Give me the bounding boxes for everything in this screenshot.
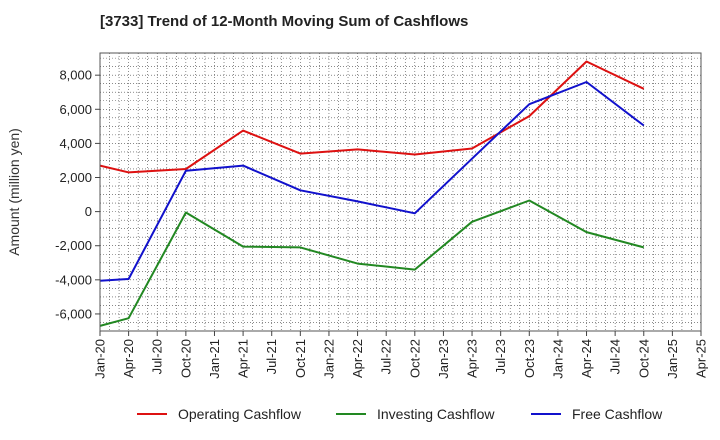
y-tick-label: 4,000 xyxy=(59,136,92,151)
y-axis-ticks: -6,000 -4,000 -2,000 0 2,000 4,000 6,000 8,000 xyxy=(55,68,100,321)
y-axis-label: Amount (million yen) xyxy=(6,128,22,256)
y-tick-label: 6,000 xyxy=(59,102,92,117)
x-tick-label: Apr-21 xyxy=(236,339,251,378)
x-tick-label: Apr-20 xyxy=(121,339,136,378)
y-tick-label: -6,000 xyxy=(55,306,92,321)
x-tick-label: Apr-22 xyxy=(350,339,365,378)
x-tick-label: Oct-24 xyxy=(636,339,651,378)
x-tick-label: Jan-23 xyxy=(436,339,451,379)
y-tick-label: 2,000 xyxy=(59,170,92,185)
x-tick-label: Jan-21 xyxy=(207,339,222,379)
y-tick-label: -4,000 xyxy=(55,272,92,287)
x-tick-label: Oct-22 xyxy=(407,339,422,378)
investing-cashflow-line xyxy=(99,199,645,327)
operating-cashflow-line xyxy=(99,60,645,174)
legend-label-operating-cashflow: Operating Cashflow xyxy=(178,406,302,422)
x-tick-label: Oct-21 xyxy=(293,339,308,378)
x-tick-label: Jan-22 xyxy=(321,339,336,379)
x-tick-label: Apr-23 xyxy=(465,339,480,378)
y-tick-label: -2,000 xyxy=(55,238,92,253)
y-tick-label: 0 xyxy=(85,204,92,219)
grid xyxy=(99,53,702,332)
x-tick-label: Jul-21 xyxy=(264,339,279,374)
x-tick-label: Jan-20 xyxy=(93,339,108,379)
x-tick-label: Jul-22 xyxy=(379,339,394,374)
x-tick-label: Jan-24 xyxy=(550,339,565,379)
free-cashflow-line xyxy=(99,81,645,282)
legend-label-investing-cashflow: Investing Cashflow xyxy=(377,406,495,422)
series-lines xyxy=(99,60,645,327)
legend: Operating Cashflow Investing Cashflow Free… xyxy=(137,406,663,422)
x-tick-label: Jul-23 xyxy=(493,339,508,374)
x-tick-label: Apr-24 xyxy=(579,339,594,378)
chart-title: [3733] Trend of 12-Month Moving Sum of C… xyxy=(100,13,469,30)
plot-frame xyxy=(99,52,702,332)
x-tick-label: Jan-25 xyxy=(665,339,680,379)
y-tick-label: 8,000 xyxy=(59,68,92,83)
x-tick-label: Jul-20 xyxy=(150,339,165,374)
legend-label-free-cashflow: Free Cashflow xyxy=(572,406,663,422)
x-tick-label: Apr-25 xyxy=(694,339,709,378)
x-tick-label: Jul-24 xyxy=(608,339,623,374)
x-axis-ticks: Jan-20 Apr-20 Jul-20 Oct-20 Jan-21 Apr-21 Jul-… xyxy=(93,331,709,379)
x-tick-label: Oct-23 xyxy=(522,339,537,378)
x-tick-label: Oct-20 xyxy=(178,339,193,378)
